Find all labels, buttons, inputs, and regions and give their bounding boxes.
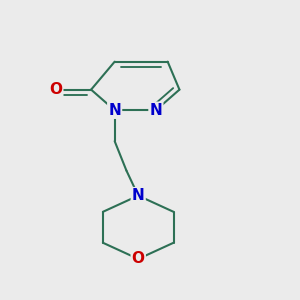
- Text: N: N: [149, 103, 162, 118]
- Text: N: N: [108, 103, 121, 118]
- Text: O: O: [132, 251, 145, 266]
- Text: O: O: [49, 82, 62, 97]
- Text: N: N: [132, 188, 145, 203]
